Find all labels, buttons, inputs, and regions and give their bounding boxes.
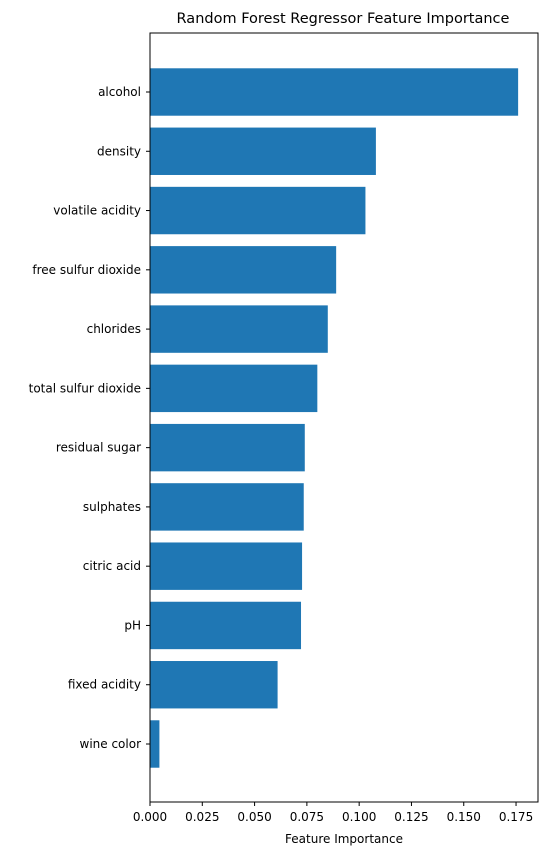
x-tick-label: 0.150 [447,810,481,824]
x-tick-label: 0.050 [237,810,271,824]
y-tick-label: chlorides [87,322,141,336]
bar-volatile-acidity [150,187,365,234]
bar-chlorides [150,305,328,352]
bar-wine-color [150,720,159,767]
bar-total-sulfur-dioxide [150,365,317,412]
bar-alcohol [150,68,518,115]
bar-ph [150,602,301,649]
y-tick-label: alcohol [98,85,141,99]
chart-title: Random Forest Regressor Feature Importan… [177,11,510,27]
x-tick-label: 0.025 [185,810,219,824]
y-tick-label: total sulfur dioxide [29,381,141,395]
y-tick-label: volatile acidity [53,204,141,218]
x-tick-label: 0.125 [394,810,428,824]
y-tick-label: residual sugar [56,441,141,455]
bar-free-sulfur-dioxide [150,246,336,293]
bar-density [150,128,376,175]
y-tick-label: sulphates [83,500,141,514]
bar-citric-acid [150,542,302,589]
bar-residual-sugar [150,424,305,471]
y-tick-label: density [97,144,141,158]
x-tick-label: 0.000 [133,810,167,824]
y-tick-label: fixed acidity [68,678,141,692]
x-axis-label: Feature Importance [285,832,403,846]
x-tick-label: 0.175 [499,810,533,824]
x-tick-label: 0.100 [342,810,376,824]
y-tick-label: wine color [80,737,142,751]
y-tick-label: pH [124,618,141,632]
bar-fixed-acidity [150,661,278,708]
y-tick-label: citric acid [83,559,141,573]
x-tick-label: 0.075 [290,810,324,824]
bar-sulphates [150,483,304,530]
y-tick-label: free sulfur dioxide [32,263,141,277]
